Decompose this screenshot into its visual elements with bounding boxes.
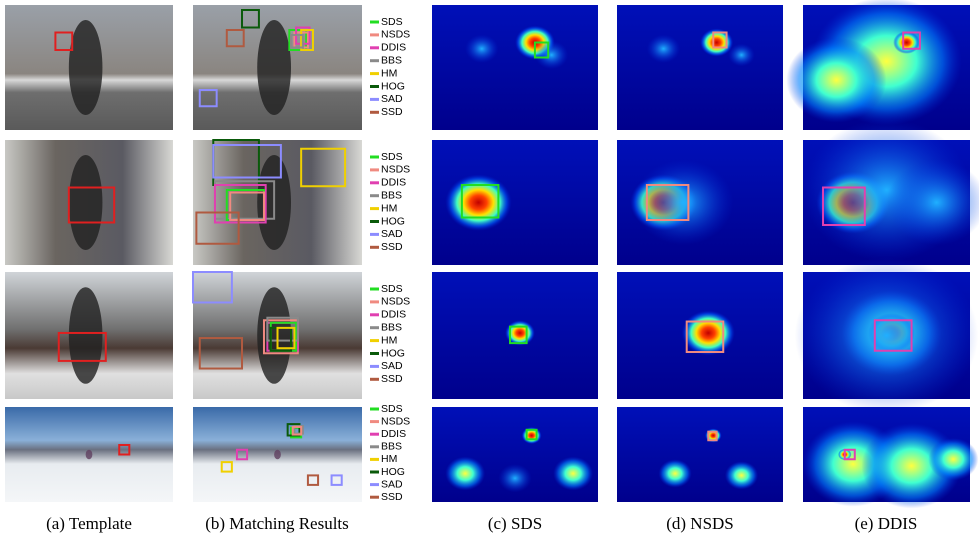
heat-blob [725, 461, 758, 489]
heat-blob [553, 457, 593, 491]
heat-blob [498, 464, 531, 492]
legend-label: HOG [381, 466, 405, 478]
legend-label: NSDS [381, 164, 410, 176]
legend-label: DDIS [381, 177, 406, 189]
caption: (a) Template [46, 514, 132, 533]
legend-label: SAD [381, 93, 403, 105]
legend-label: SDS [381, 403, 403, 415]
legend-label: SDS [381, 151, 403, 163]
heat-blob [465, 35, 498, 63]
legend-label: DDIS [381, 309, 406, 321]
legend-label: HM [381, 67, 397, 79]
person [69, 155, 103, 250]
legend-label: SSD [381, 491, 403, 503]
heatmap [432, 5, 598, 130]
caption: (b) Matching Results [205, 514, 349, 533]
person [69, 287, 103, 384]
legend-label: BBS [381, 441, 402, 453]
heatmap [617, 407, 783, 502]
caption: (c) SDS [488, 514, 542, 533]
heat-blob [445, 457, 485, 491]
heat-blob [647, 35, 680, 63]
panels: SDSNSDSDDISBBSHMHOGSADSSDSDSNSDSDDISBBSH… [5, 0, 979, 533]
legend-label: BBS [381, 54, 402, 66]
legend-label: SSD [381, 241, 403, 253]
legend-label: NSDS [381, 296, 410, 308]
heat-blob [682, 310, 735, 355]
legend-label: DDIS [381, 428, 406, 440]
heat-blob [786, 37, 886, 122]
legend-label: SDS [381, 16, 403, 28]
legend-label: SAD [381, 228, 403, 240]
legend-label: HM [381, 334, 397, 346]
legend-label: HOG [381, 80, 405, 92]
legend-label: HOG [381, 347, 405, 359]
heat-blob [535, 41, 568, 69]
person [69, 20, 103, 115]
legend-label: BBS [381, 321, 402, 333]
person [257, 287, 291, 384]
figure: SDSNSDSDDISBBSHMHOGSADSSDSDSNSDSDDISBBSH… [0, 0, 979, 540]
legend-label: HM [381, 453, 397, 465]
person [274, 450, 281, 460]
heat-blob [928, 438, 978, 481]
legend-label: BBS [381, 189, 402, 201]
heat-blob [445, 174, 511, 230]
legend-label: SSD [381, 373, 403, 385]
legend-label: NSDS [381, 415, 410, 427]
caption: (d) NSDS [666, 514, 734, 533]
heatmap [617, 5, 783, 130]
heat-blob [795, 257, 979, 413]
heat-blob [634, 160, 734, 245]
legend-label: NSDS [381, 29, 410, 41]
legend-label: DDIS [381, 42, 406, 54]
legend-label: SAD [381, 360, 403, 372]
legend-label: HM [381, 202, 397, 214]
heat-blob [659, 459, 692, 487]
person [257, 20, 291, 115]
heat-blob [728, 44, 755, 67]
person [86, 450, 93, 460]
legend-label: SSD [381, 106, 403, 118]
heat-blob [893, 31, 920, 54]
legend-label: SAD [381, 478, 403, 490]
caption: (e) DDIS [855, 514, 918, 533]
legend-label: SDS [381, 283, 403, 295]
legend-label: HOG [381, 215, 405, 227]
